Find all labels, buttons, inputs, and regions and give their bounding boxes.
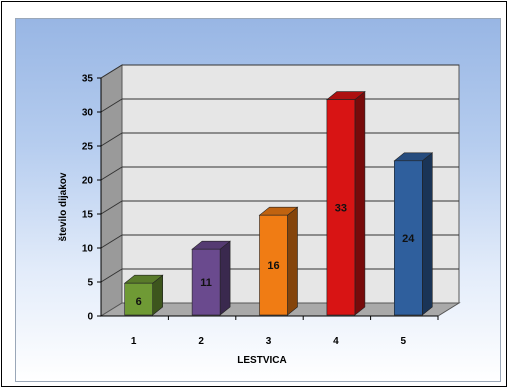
bar-4: 33 <box>326 90 366 316</box>
side-wall <box>100 64 123 317</box>
gridline-side <box>100 166 123 181</box>
bar-front <box>191 248 221 316</box>
bar-front <box>326 99 356 316</box>
bar-1: 6 <box>123 274 164 316</box>
data-label: 24 <box>402 233 415 245</box>
x-tick-label: 1 <box>131 336 137 347</box>
x-tick-label: 5 <box>401 336 407 347</box>
y-tick-label: 35 <box>82 74 94 85</box>
data-label: 16 <box>267 260 279 272</box>
x-axis-ticks: 1 2 3 4 5 <box>101 315 439 347</box>
y-tick-label: 10 <box>82 244 94 255</box>
x-tick-label: 4 <box>333 336 339 347</box>
gridline-side <box>100 234 123 249</box>
y-tick-label: 5 <box>87 278 93 289</box>
data-label: 33 <box>335 202 347 214</box>
bar-5: 24 <box>393 152 434 316</box>
bar-front <box>393 160 423 316</box>
bar-2: 11 <box>191 240 231 316</box>
x-axis-title: LESTVICA <box>237 355 286 366</box>
bar-3: 16 <box>258 206 299 316</box>
bars: 6 11 16 33 24 <box>123 90 434 316</box>
gridline-side <box>100 268 123 283</box>
gridline-side <box>100 200 123 215</box>
y-axis-title: število dijakov <box>58 172 69 241</box>
x-tick-label: 3 <box>266 336 272 347</box>
data-label: 6 <box>136 296 142 308</box>
bar-side <box>287 206 298 316</box>
bar-side <box>354 90 366 316</box>
data-label: 11 <box>200 277 212 289</box>
y-tick-label: 0 <box>87 312 93 323</box>
y-tick-label: 20 <box>82 176 94 187</box>
x-tick-label: 2 <box>198 336 204 347</box>
y-tick-label: 25 <box>82 142 94 153</box>
y-tick-label: 30 <box>82 108 94 119</box>
y-tick-label: 15 <box>82 210 94 221</box>
bar-side <box>219 240 231 316</box>
gridline-side <box>100 98 123 113</box>
bar-side <box>421 152 433 316</box>
gridline-side <box>100 64 123 79</box>
bar-front <box>124 282 153 316</box>
bar-front <box>259 214 288 316</box>
gridline-side <box>100 132 123 147</box>
y-axis-ticks: 0 5 10 15 20 25 30 35 <box>82 74 102 323</box>
